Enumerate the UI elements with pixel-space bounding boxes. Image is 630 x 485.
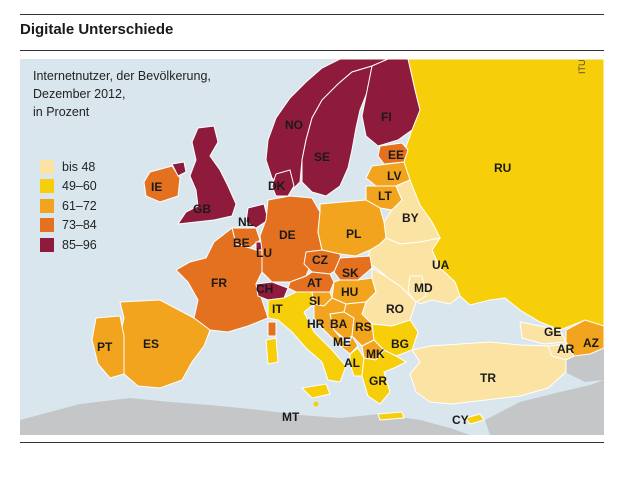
label-LT: LT bbox=[378, 189, 392, 203]
legend-item: 73–84 bbox=[40, 216, 97, 236]
label-LV: LV bbox=[387, 169, 401, 183]
country-GB bbox=[176, 125, 237, 225]
legend-label: 85–96 bbox=[62, 237, 97, 252]
legend-label: 61–72 bbox=[62, 198, 97, 213]
label-AZ: AZ bbox=[583, 336, 599, 350]
country-FR bbox=[175, 227, 269, 333]
label-MT: MT bbox=[282, 410, 300, 424]
label-DE: DE bbox=[279, 228, 296, 242]
bottom-rule bbox=[20, 442, 604, 443]
label-IE: IE bbox=[151, 180, 162, 194]
label-NL: NL bbox=[238, 215, 254, 229]
label-PL: PL bbox=[346, 227, 361, 241]
label-NO: NO bbox=[285, 118, 303, 132]
label-GE: GE bbox=[544, 325, 561, 339]
country-CY bbox=[465, 413, 485, 425]
legend-item: bis 48 bbox=[40, 157, 97, 177]
label-CY: CY bbox=[452, 413, 469, 427]
map-subtitle: Internetnutzer, der Bevölkerung, Dezembe… bbox=[33, 67, 211, 121]
label-RS: RS bbox=[355, 320, 372, 334]
label-FR: FR bbox=[211, 276, 227, 290]
label-GR: GR bbox=[369, 374, 387, 388]
label-SE: SE bbox=[314, 150, 330, 164]
label-ME: ME bbox=[333, 335, 351, 349]
label-ES: ES bbox=[143, 337, 159, 351]
top-rule bbox=[20, 14, 604, 15]
label-CH: CH bbox=[256, 282, 273, 296]
label-SK: SK bbox=[342, 266, 359, 280]
country-GR bbox=[361, 349, 408, 405]
map-legend: bis 48 49–60 61–72 73–84 85–96 bbox=[40, 157, 97, 255]
subtitle-line-3: in Prozent bbox=[33, 105, 90, 119]
country-IE bbox=[143, 165, 181, 203]
legend-swatch bbox=[40, 237, 54, 252]
country-IT-sicily bbox=[300, 383, 331, 399]
label-EE: EE bbox=[388, 148, 404, 162]
country-IT-sardinia bbox=[265, 337, 279, 365]
legend-item: 85–96 bbox=[40, 235, 97, 255]
africa-landmass bbox=[20, 398, 470, 435]
country-PT bbox=[91, 315, 125, 379]
label-AL: AL bbox=[344, 356, 360, 370]
country-AR bbox=[547, 343, 575, 361]
country-AZ bbox=[565, 319, 604, 357]
legend-label: bis 48 bbox=[62, 159, 96, 174]
label-UA: UA bbox=[432, 258, 450, 272]
source-label: ITU bbox=[577, 59, 587, 75]
country-FI bbox=[361, 59, 421, 147]
legend-label: 73–84 bbox=[62, 218, 97, 233]
label-TR: TR bbox=[480, 371, 496, 385]
label-BA: BA bbox=[330, 317, 348, 331]
middle-east-landmass bbox=[485, 380, 604, 435]
label-BE: BE bbox=[233, 236, 250, 250]
legend-swatch bbox=[40, 218, 54, 233]
country-IT bbox=[267, 291, 347, 383]
label-BG: BG bbox=[391, 337, 409, 351]
label-HU: HU bbox=[341, 285, 358, 299]
country-GE bbox=[519, 321, 567, 345]
label-DK: DK bbox=[268, 179, 286, 193]
country-AT bbox=[287, 271, 335, 293]
label-AR: AR bbox=[557, 342, 575, 356]
legend-swatch bbox=[40, 198, 54, 213]
country-FR-corsica bbox=[267, 321, 277, 337]
label-IT: IT bbox=[272, 302, 283, 316]
country-SE bbox=[301, 65, 373, 197]
label-MK: MK bbox=[366, 347, 385, 361]
country-GB-nireland bbox=[171, 161, 187, 177]
europe-map: NO SE FI RU EE LV LT DK IE GB NL BE LU D… bbox=[20, 59, 604, 435]
subtitle-line-2: Dezember 2012, bbox=[33, 87, 126, 101]
legend-swatch bbox=[40, 159, 54, 174]
country-NL bbox=[245, 203, 269, 229]
label-LU: LU bbox=[256, 246, 272, 260]
country-GR-crete bbox=[377, 411, 405, 421]
label-SI: SI bbox=[309, 294, 320, 308]
country-MT bbox=[313, 401, 319, 407]
label-PT: PT bbox=[97, 340, 113, 354]
label-GB: GB bbox=[193, 202, 211, 216]
label-CZ: CZ bbox=[312, 253, 328, 267]
country-PL bbox=[317, 199, 387, 257]
label-AT: AT bbox=[307, 276, 323, 290]
subtitle-line-1: Internetnutzer, der Bevölkerung, bbox=[33, 69, 211, 83]
legend-label: 49–60 bbox=[62, 179, 97, 194]
country-MD bbox=[407, 275, 427, 303]
label-HR: HR bbox=[307, 317, 325, 331]
legend-item: 61–72 bbox=[40, 196, 97, 216]
label-FI: FI bbox=[381, 110, 392, 124]
label-BY: BY bbox=[402, 211, 419, 225]
country-TR bbox=[409, 341, 567, 405]
label-RO: RO bbox=[386, 302, 404, 316]
country-ME bbox=[338, 334, 359, 355]
page-title: Digitale Unterschiede bbox=[20, 21, 174, 38]
title-rule bbox=[20, 50, 604, 51]
legend-swatch bbox=[40, 179, 54, 194]
label-MD: MD bbox=[414, 281, 433, 295]
label-RU: RU bbox=[494, 161, 511, 175]
legend-item: 49–60 bbox=[40, 177, 97, 197]
